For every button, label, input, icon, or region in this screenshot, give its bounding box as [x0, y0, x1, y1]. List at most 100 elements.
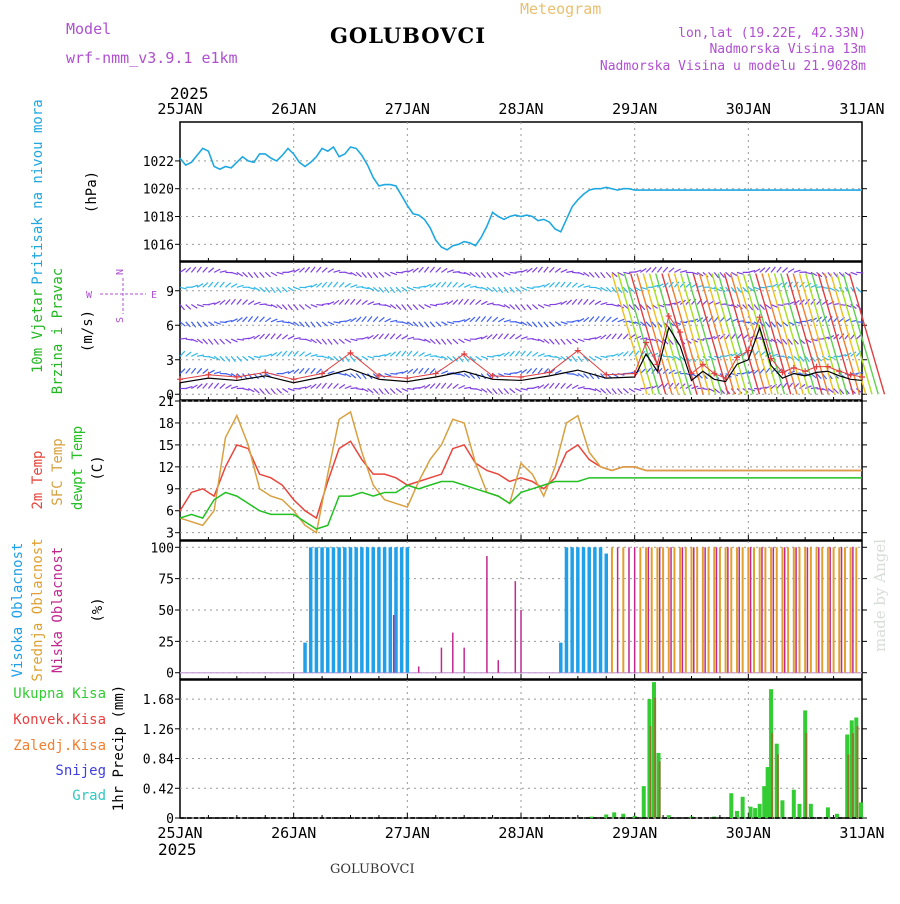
- wind-arrow: [345, 299, 349, 304]
- wind-arrow: [197, 267, 201, 272]
- cloud-high-bar: [309, 547, 313, 672]
- precip-total-bar: [797, 804, 801, 818]
- cloud-mid-bar: [730, 547, 732, 672]
- wind-arrow: [487, 335, 492, 340]
- ytick-label: 1020: [143, 183, 174, 198]
- cloud-low-bar: [716, 547, 718, 672]
- wind-arrow: [305, 368, 309, 373]
- wind-arrow: [373, 272, 378, 277]
- cloud-mid-bar: [668, 547, 670, 672]
- precip-total-bar: [741, 797, 745, 818]
- wind-arrow: [470, 317, 475, 322]
- wind-arrow: [601, 335, 607, 339]
- wind-arrow: [203, 283, 208, 288]
- wind-arrow: [322, 268, 327, 273]
- wind-arrow: [225, 385, 231, 389]
- wind-arrow: [328, 269, 334, 273]
- wind-arrow: [782, 268, 787, 273]
- wind-arrow: [316, 383, 321, 388]
- wind-arrow: [476, 356, 482, 360]
- cloud-mid-bar: [639, 547, 641, 672]
- wind-arrow: [254, 316, 258, 321]
- cloud-high-bar: [383, 547, 387, 672]
- wind-arrow: [606, 389, 611, 394]
- wind-arrow: [441, 383, 445, 388]
- cloud-low-bar: [704, 547, 706, 672]
- wind-arrow: [294, 305, 298, 310]
- wind-arrow: [532, 305, 537, 310]
- wind-arrow: [305, 353, 311, 356]
- wind-arrow: [589, 272, 594, 277]
- wind-arrow: [527, 305, 532, 310]
- wind-arrow: [606, 334, 611, 339]
- wind-arrow: [851, 272, 858, 274]
- wind-arrow: [453, 300, 458, 305]
- cloud-high-bar: [343, 547, 347, 672]
- cloud-low-bar: [761, 547, 763, 672]
- wind-arrow: [328, 282, 332, 287]
- wind-arrow: [191, 305, 197, 309]
- precip-total-bar: [753, 808, 757, 818]
- wind-arrow: [782, 339, 787, 344]
- wind-arrow: [220, 339, 225, 344]
- wind-arrow: [351, 299, 355, 304]
- wind-arrow: [322, 282, 327, 287]
- wind-arrow: [538, 354, 544, 357]
- wind-arrow: [629, 351, 633, 356]
- elevation-label: Nadmorska Visina 13m: [709, 42, 866, 57]
- cloud-mid-bar: [691, 547, 693, 672]
- wind-ylabel-2: Brzina i Pravac: [50, 268, 66, 394]
- wind-arrow: [453, 339, 458, 344]
- wind-arrow: [606, 272, 611, 277]
- wind-arrow: [413, 322, 418, 327]
- gust-marker: [404, 375, 410, 381]
- precip-total-bar: [762, 786, 766, 818]
- wind-arrow: [180, 369, 185, 374]
- cloud-mid-bar: [719, 547, 721, 672]
- wind-arrow: [191, 322, 195, 327]
- wind-arrow: [311, 322, 315, 327]
- wind-arrow: [225, 283, 230, 288]
- wind-arrow: [510, 305, 515, 310]
- cloud-high-bar: [360, 547, 364, 672]
- cloud-mid-bar: [736, 547, 738, 672]
- wind-arrow: [333, 300, 339, 304]
- pressure-ylabel: Pritisak na nivou mora: [30, 99, 46, 284]
- cloud-high-bar: [389, 547, 393, 672]
- wind-arrow: [419, 353, 425, 357]
- time-label-top: 29JAN: [612, 100, 657, 118]
- wind-arrow: [339, 282, 344, 287]
- cloud-mid-bar: [816, 547, 818, 672]
- wind-arrow: [584, 374, 589, 379]
- cloud-ylabel-2: Srednja Oblacnost: [30, 538, 46, 681]
- wind-ylabel-1: 10m Vjetar: [30, 289, 46, 373]
- wind-arrow: [396, 389, 402, 393]
- wind-arrow: [464, 374, 470, 378]
- wind-arrow: [532, 322, 537, 327]
- cloud-low-bar: [682, 547, 684, 672]
- wind-arrow: [504, 389, 509, 394]
- cloud-low-bar: [784, 547, 786, 672]
- wind-arrow: [322, 383, 326, 388]
- wind-arrow: [498, 272, 504, 276]
- ytick-label: 6: [166, 505, 174, 520]
- wind-arrow: [197, 322, 201, 327]
- cloud-low-bar: [773, 547, 775, 672]
- wind-arrow: [521, 305, 525, 310]
- wind-arrow: [760, 268, 765, 273]
- wind-arrow: [430, 369, 435, 374]
- cloud-high-bar: [303, 643, 307, 673]
- wind-arrow: [254, 389, 259, 394]
- cloud-low-bar: [659, 547, 661, 672]
- wind-arrow: [521, 337, 528, 339]
- precip-conv-bar: [805, 733, 807, 818]
- wind-arrow: [180, 268, 186, 272]
- wind-arrow: [538, 305, 544, 308]
- wind-arrow: [476, 316, 481, 321]
- cloud-mid-bar: [611, 547, 613, 672]
- wind-arrow: [458, 339, 464, 343]
- time-label-top: 26JAN: [271, 100, 316, 118]
- cloud-mid-bar: [827, 547, 829, 672]
- wind-arrow: [243, 317, 248, 322]
- wind-arrow: [197, 339, 203, 343]
